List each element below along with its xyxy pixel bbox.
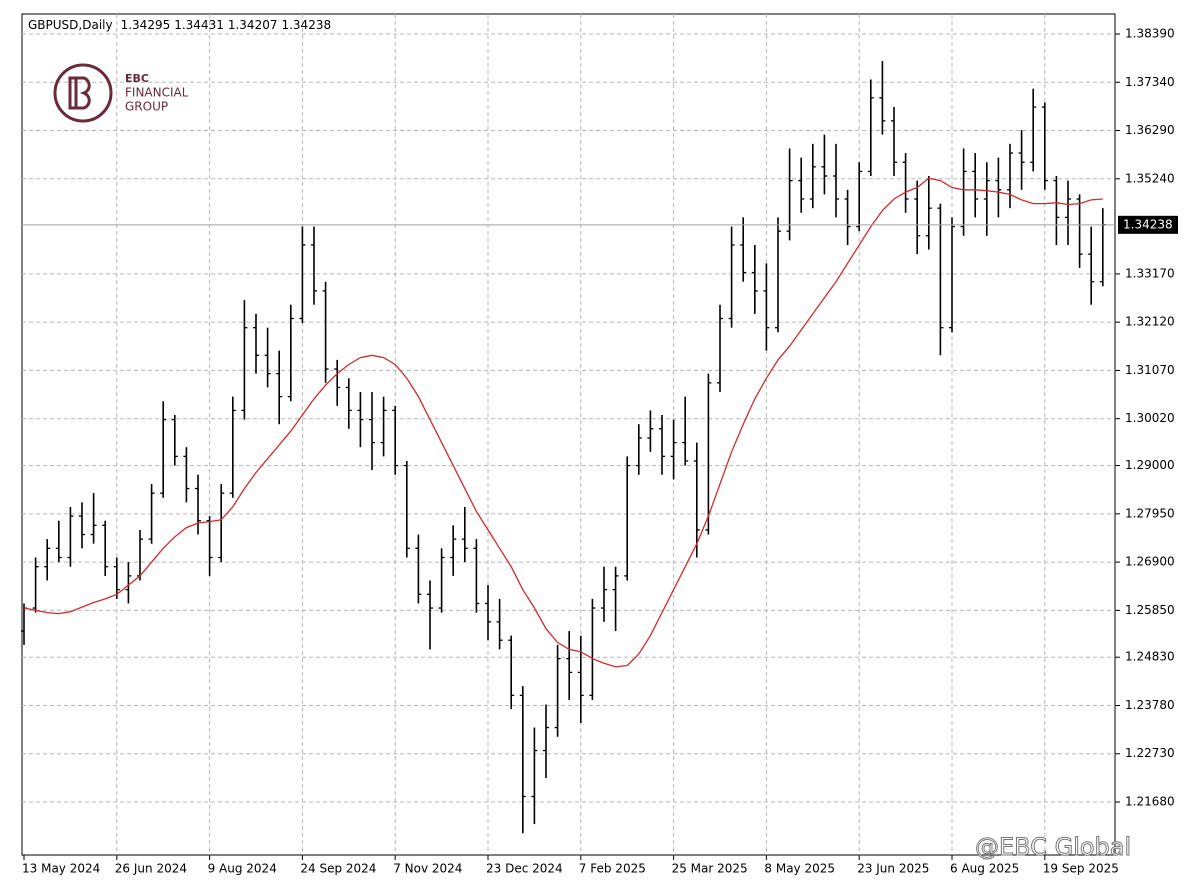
logo-name: EBC: [125, 72, 149, 85]
x-tick-label: 19 Sep 2025: [1043, 862, 1119, 876]
x-tick-label: 25 Mar 2025: [672, 862, 748, 876]
logo: EBC FINANCIAL GROUP: [53, 63, 189, 123]
x-tick-label: 23 Dec 2024: [486, 862, 563, 876]
y-tick-label: 1.30020: [1125, 411, 1175, 425]
x-tick-label: 9 Aug 2024: [208, 862, 277, 876]
chart-header: GBPUSD,Daily 1.34295 1.34431 1.34207 1.34238: [28, 18, 331, 32]
logo-line2: GROUP: [125, 100, 168, 114]
x-tick-label: 24 Sep 2024: [300, 862, 376, 876]
y-tick-label: 1.22730: [1125, 746, 1175, 760]
logo-mark: [68, 76, 91, 110]
watermark: @EBC Global: [975, 833, 1131, 861]
y-tick-label: 1.33170: [1125, 266, 1175, 280]
y-tick-label: 1.38390: [1125, 26, 1175, 40]
y-tick-label: 1.26900: [1125, 555, 1175, 569]
header-close: 1.34238: [281, 18, 331, 32]
y-tick-label: 1.24830: [1125, 650, 1175, 664]
y-tick-label: 1.27950: [1125, 506, 1175, 520]
logo-ring: [53, 63, 113, 123]
moving-average: [23, 177, 1103, 668]
symbol: GBPUSD,Daily: [28, 18, 113, 32]
bars: [21, 61, 1106, 834]
header-open: 1.34295: [121, 18, 171, 32]
y-tick-label: 1.29000: [1125, 458, 1175, 472]
y-tick-label: 1.35240: [1125, 171, 1175, 185]
y-tick-label: 1.23780: [1125, 698, 1175, 712]
x-tick-label: 26 Jun 2024: [115, 862, 187, 876]
y-tick-label: 1.21680: [1125, 795, 1175, 809]
x-tick-label: 7 Nov 2024: [393, 862, 462, 876]
header-high: 1.34431: [174, 18, 224, 32]
plot-frame: [21, 13, 1116, 856]
x-tick-label: 13 May 2024: [22, 862, 100, 876]
y-tick-label: 1.31070: [1125, 363, 1175, 377]
header-low: 1.34207: [228, 18, 278, 32]
last-price-label: 1.34238: [1123, 217, 1173, 231]
x-tick-label: 6 Aug 2025: [950, 862, 1019, 876]
logo-line1: FINANCIAL: [125, 86, 189, 100]
x-tick-label: 7 Feb 2025: [579, 862, 646, 876]
last-price-box: [1118, 215, 1178, 234]
y-tick-label: 1.36290: [1125, 123, 1175, 137]
y-tick-label: 1.32120: [1125, 315, 1175, 329]
x-tick-label: 8 May 2025: [764, 862, 835, 876]
x-tick-label: 23 Jun 2025: [857, 862, 929, 876]
y-tick-label: 1.37340: [1125, 75, 1175, 89]
y-tick-label: 1.25850: [1125, 603, 1175, 617]
